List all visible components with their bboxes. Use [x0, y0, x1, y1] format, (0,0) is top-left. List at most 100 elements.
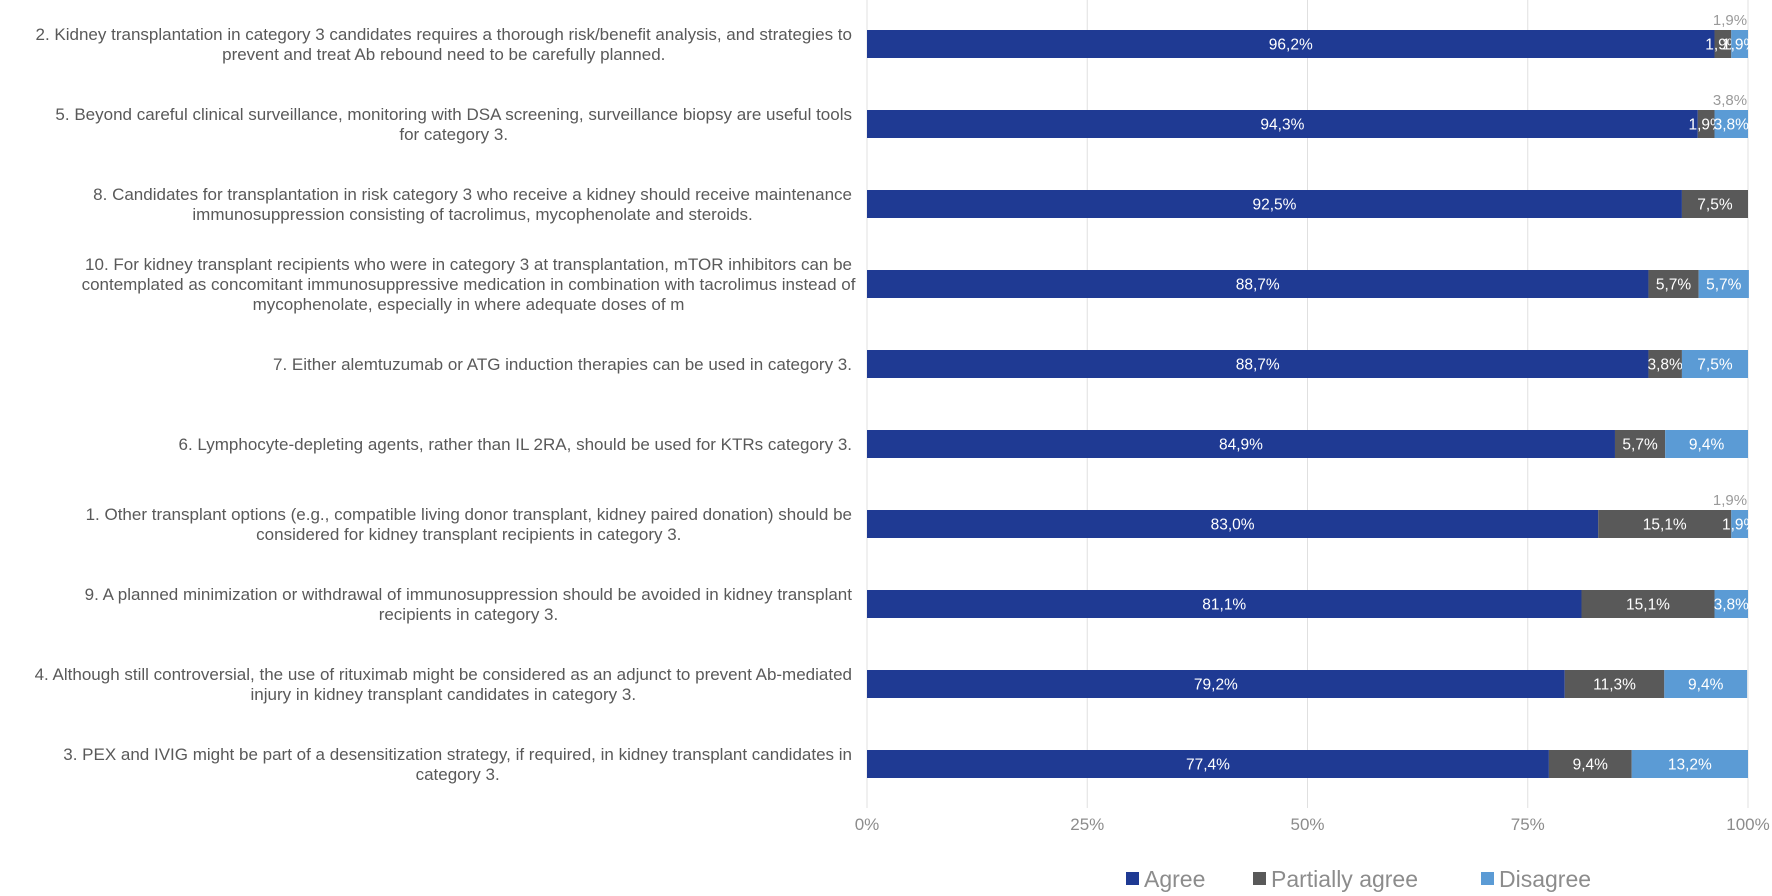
bars: 96,2% 1,9% 1,9% 1,9% 94,3% 1,9% 3,8% 3,8% 92,5% 7…: [867, 12, 1758, 778]
bar-segment-partially-agree: [1564, 670, 1665, 698]
data-label: 9,4%: [1688, 677, 1724, 694]
data-label: 15,1%: [1643, 517, 1687, 534]
bar-segment-agree: [867, 590, 1582, 618]
legend-swatch: [1481, 872, 1494, 885]
bar-segment-disagree: [1664, 670, 1748, 698]
data-label: 83,0%: [1211, 517, 1255, 534]
category-label: 10. For kidney transplant recipients who…: [82, 255, 856, 314]
bar-segment-agree: [867, 30, 1715, 58]
bar-segment-partially-agree: [1714, 30, 1732, 58]
bar-segment-agree: [867, 110, 1698, 138]
data-label: 7,5%: [1697, 197, 1733, 214]
legend-item: Partially agree: [1253, 866, 1418, 892]
bar-segment-agree: [867, 270, 1649, 298]
outside-data-label: 3,8%: [1713, 92, 1747, 109]
bar-segment-partially-agree: [1697, 110, 1715, 138]
data-label: 5,7%: [1706, 277, 1742, 294]
category-label-line: 9. A planned minimization or withdrawal …: [85, 585, 853, 604]
bar-segment-disagree: [1731, 510, 1748, 538]
bar-segment-partially-agree: [1581, 590, 1715, 618]
category-label-line: category 3.: [416, 765, 500, 784]
bar-segment-partially-agree: [1648, 270, 1699, 298]
data-label: 5,7%: [1622, 437, 1658, 454]
category-label: 9. A planned minimization or withdrawal …: [85, 585, 853, 624]
category-label-line: mycophenolate, especially in where adequ…: [253, 295, 685, 314]
category-label-line: 2. Kidney transplantation in category 3 …: [36, 25, 853, 44]
bar-segment-partially-agree: [1681, 190, 1748, 218]
category-label: 1. Other transplant options (e.g., compa…: [86, 505, 852, 544]
x-tick-label: 50%: [1290, 815, 1324, 834]
category-label-line: 7. Either alemtuzumab or ATG induction t…: [273, 355, 852, 374]
category-label-line: immunosuppression consisting of tacrolim…: [192, 205, 752, 224]
data-label: 1,9%: [1722, 37, 1758, 54]
category-label-line: contemplated as concomitant immunosuppre…: [82, 275, 856, 294]
bar-segment-agree: [867, 670, 1565, 698]
category-label-line: 3. PEX and IVIG might be part of a desen…: [63, 745, 852, 764]
legend-label: Partially agree: [1271, 866, 1418, 892]
data-label: 77,4%: [1186, 757, 1230, 774]
data-label: 15,1%: [1626, 597, 1670, 614]
category-label: 3. PEX and IVIG might be part of a desen…: [63, 745, 852, 784]
bar-segment-disagree: [1681, 350, 1748, 378]
category-label-line: 5. Beyond careful clinical surveillance,…: [55, 105, 852, 124]
legend-label: Agree: [1144, 866, 1205, 892]
category-label: 8. Candidates for transplantation in ris…: [93, 185, 852, 224]
category-label: 6. Lymphocyte-depleting agents, rather t…: [179, 435, 852, 454]
bar-segment-agree: [867, 750, 1549, 778]
data-label: 13,2%: [1668, 757, 1712, 774]
bar-segment-partially-agree: [1648, 350, 1682, 378]
data-label: 5,7%: [1656, 277, 1692, 294]
bar-segment-disagree: [1731, 30, 1748, 58]
category-label-line: prevent and treat Ab rebound need to be …: [222, 45, 665, 64]
outside-data-label: 1,9%: [1713, 492, 1747, 509]
data-label: 81,1%: [1202, 597, 1246, 614]
legend-swatch: [1126, 872, 1139, 885]
bar-segment-disagree: [1714, 590, 1748, 618]
category-label-line: considered for kidney transplant recipie…: [256, 525, 681, 544]
data-label: 3,8%: [1714, 117, 1750, 134]
data-label: 1,9%: [1722, 517, 1758, 534]
legend-label: Disagree: [1499, 866, 1591, 892]
bar-segment-partially-agree: [1614, 430, 1666, 458]
data-label: 11,3%: [1593, 677, 1636, 694]
data-label: 84,9%: [1219, 437, 1263, 454]
bar-segment-agree: [867, 430, 1615, 458]
category-labels: 2. Kidney transplantation in category 3 …: [35, 25, 856, 784]
x-tick-label: 100%: [1726, 815, 1769, 834]
category-label: 2. Kidney transplantation in category 3 …: [36, 25, 853, 64]
category-label-line: injury in kidney transplant candidates i…: [251, 685, 637, 704]
legend-item: Disagree: [1481, 866, 1591, 892]
legend: Agree Partially agree Disagree: [1126, 866, 1591, 892]
category-label-line: 6. Lymphocyte-depleting agents, rather t…: [179, 435, 852, 454]
category-label: 5. Beyond careful clinical surveillance,…: [55, 105, 852, 144]
category-label-line: 1. Other transplant options (e.g., compa…: [86, 505, 852, 524]
data-label: 9,4%: [1573, 757, 1609, 774]
data-label: 96,2%: [1269, 37, 1313, 54]
data-label: 3,8%: [1648, 357, 1684, 374]
data-label: 94,3%: [1260, 117, 1304, 134]
x-tick-label: 25%: [1070, 815, 1104, 834]
legend-swatch: [1253, 872, 1266, 885]
category-label-line: 8. Candidates for transplantation in ris…: [93, 185, 852, 204]
x-tick-label: 75%: [1511, 815, 1545, 834]
bar-segment-disagree: [1714, 110, 1748, 138]
bar-segment-agree: [867, 350, 1649, 378]
bar-segment-partially-agree: [1548, 750, 1632, 778]
category-label-line: for category 3.: [399, 125, 508, 144]
x-tick-label: 0%: [855, 815, 880, 834]
bar-segment-agree: [867, 510, 1599, 538]
category-label-line: recipients in category 3.: [379, 605, 559, 624]
category-label: 4. Although still controversial, the use…: [35, 665, 852, 704]
bar-segment-disagree: [1698, 270, 1749, 298]
data-label: 92,5%: [1252, 197, 1296, 214]
bar-segment-disagree: [1631, 750, 1748, 778]
legend-item: Agree: [1126, 866, 1205, 892]
category-label-line: 4. Although still controversial, the use…: [35, 665, 852, 684]
category-label: 7. Either alemtuzumab or ATG induction t…: [273, 355, 852, 374]
data-label: 7,5%: [1697, 357, 1733, 374]
data-label: 79,2%: [1194, 677, 1238, 694]
x-axis-ticks: 0% 25% 50% 75% 100%: [855, 815, 1770, 834]
bar-segment-partially-agree: [1598, 510, 1732, 538]
data-label: 88,7%: [1236, 357, 1280, 374]
